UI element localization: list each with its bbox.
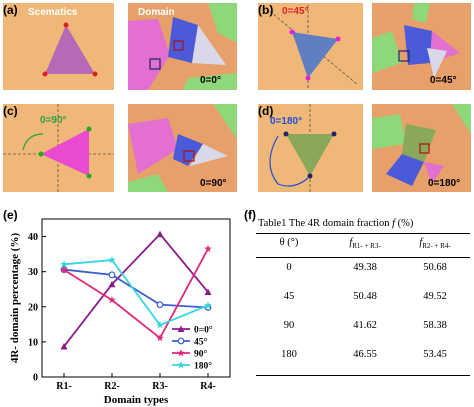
data-point	[156, 301, 164, 309]
panel-label-f: (f)	[244, 208, 256, 222]
y-axis-label: 4R- domain percentage (%)	[9, 233, 21, 364]
x-tick-label: R1-	[56, 381, 72, 392]
x-tick-label: R4-	[200, 381, 216, 392]
schematic-title: Scematics	[28, 7, 78, 18]
table-cell: 50.48	[353, 291, 377, 302]
table-title: Table1 The 4R domain fraction f (%)	[258, 218, 413, 229]
data-point	[177, 325, 185, 332]
schematic-angle-c: 0=90°	[40, 115, 67, 126]
domain-image-d	[372, 104, 471, 192]
x-tick-label: R3-	[152, 381, 168, 392]
legend-label: 45°	[194, 337, 208, 348]
data-point	[60, 342, 68, 350]
series-line	[63, 268, 209, 309]
data-point	[108, 280, 116, 288]
data-point	[204, 244, 212, 253]
data-point	[156, 334, 164, 342]
data-point	[156, 230, 164, 238]
y-tick-label: 40	[28, 232, 38, 243]
angle-label-d: 0=180°	[428, 178, 461, 189]
table-header-r2r4: fR2- + R4-	[400, 237, 470, 250]
table-cell: 58.38	[423, 320, 447, 331]
table-cell: 50.68	[423, 262, 447, 273]
panel-label-b: (b)	[258, 3, 274, 17]
table-title-unit: (%)	[397, 218, 414, 229]
domain-image-c	[128, 104, 237, 192]
table-header-theta: θ (°)	[279, 237, 299, 248]
table-cell: 180	[281, 349, 297, 360]
panel-label-a: (a)	[3, 3, 18, 17]
table-title-text: Table1 The 4R domain fraction	[258, 218, 390, 229]
header-r1r3-sub: R1- + R3-	[352, 242, 381, 251]
legend-label: 0=0°	[194, 325, 213, 336]
x-axis-label: Domain types	[104, 394, 169, 406]
series-line	[63, 259, 209, 327]
plot-frame	[41, 218, 231, 378]
series-line	[63, 232, 209, 348]
domain-map-a	[128, 3, 237, 90]
table-cell: 49.52	[423, 291, 447, 302]
table-cell: 49.38	[353, 262, 377, 273]
table-cell: 0	[286, 262, 292, 273]
schematic-angle-b: 0=45°	[282, 6, 309, 17]
y-tick-label: 10	[28, 337, 38, 348]
data-point	[204, 301, 212, 309]
table-cell: 53.45	[423, 349, 447, 360]
angle-label-c: 0=90°	[200, 178, 227, 189]
domain-image-b	[372, 3, 471, 90]
legend-label: 180°	[194, 361, 212, 372]
schematic-angle-d: 0=180°	[270, 116, 303, 127]
schematic-b-triangle	[265, 5, 359, 88]
table-header-r1r3: fR1- + R3-	[330, 237, 400, 250]
data-point	[60, 260, 68, 268]
y-tick-label: 30	[28, 267, 38, 278]
data-point	[108, 256, 116, 264]
schematic-d-triangle	[269, 104, 337, 192]
data-point	[156, 321, 164, 329]
table-bottom-rule	[256, 375, 470, 376]
table-cell: 90	[283, 320, 295, 331]
header-r2r4-sub: R2- + R4-	[422, 242, 451, 251]
schematic-a	[3, 3, 114, 90]
x-tick-label: R2-	[104, 381, 120, 392]
schematic-c-triangle	[3, 104, 114, 192]
line-chart: 0 10 20 30 40 R1- R2- R3- R4- Domain types 4R- dom…	[9, 218, 231, 406]
schematic-b	[258, 3, 363, 90]
data-point	[177, 337, 185, 345]
domain-map-d	[372, 104, 471, 186]
domain-title: Domain	[138, 7, 175, 18]
table-cell: 46.55	[353, 349, 377, 360]
table-cell: 41.62	[353, 320, 377, 331]
data-point	[108, 296, 116, 304]
panel-label-e: (e)	[3, 208, 18, 222]
table-top-rule	[256, 233, 470, 234]
table-cell: 45	[283, 291, 295, 302]
domain-map-b	[372, 3, 460, 78]
angle-label-a: 0=0°	[200, 75, 221, 86]
panel-label-c: (c)	[3, 104, 18, 118]
angle-label-b: 0=45°	[430, 75, 457, 86]
domain-image-a	[128, 3, 237, 90]
data-point	[177, 349, 185, 357]
y-tick-label: 0	[33, 373, 38, 384]
data-point	[177, 361, 185, 369]
domain-map-c	[128, 104, 237, 192]
header-r1r3-f: f	[349, 237, 353, 248]
legend-label: 90°	[194, 349, 208, 360]
schematic-a-triangle	[42, 22, 98, 77]
y-tick-label: 20	[28, 302, 38, 313]
schematic-d	[258, 104, 363, 192]
schematic-c	[3, 104, 114, 192]
table-header-rule	[256, 257, 470, 258]
table-title-symbol: f	[392, 218, 395, 229]
data-point	[60, 265, 68, 274]
data-point	[108, 271, 116, 279]
data-point	[204, 288, 212, 296]
header-r2r4-f: f	[419, 237, 423, 248]
panel-label-d: (d)	[258, 104, 274, 118]
series-line	[63, 248, 209, 340]
